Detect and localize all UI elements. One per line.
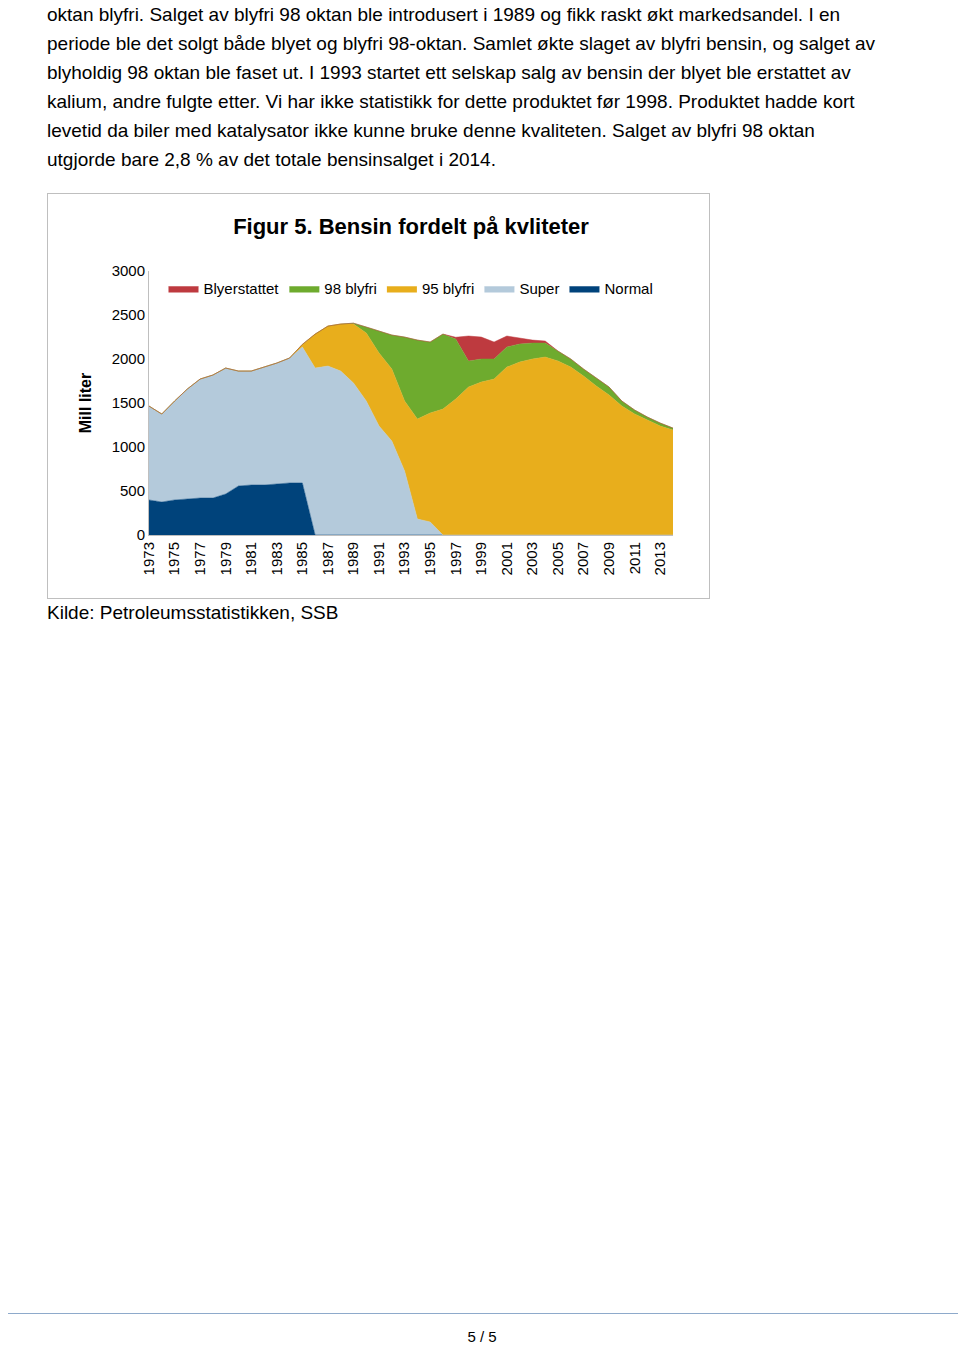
svg-text:1989: 1989 (344, 542, 361, 575)
svg-text:1995: 1995 (421, 542, 438, 575)
html-text:blyholdig 98 oktan ble faset u: blyholdig 98 oktan ble faset ut. I 1993 … (47, 62, 851, 83)
html-text:Kilde: Petroleumsstatistikken,: Kilde: Petroleumsstatistikken, SSB (47, 602, 339, 623)
svg-text:2003: 2003 (523, 542, 540, 575)
html-text:5 / 5: 5 / 5 (467, 1328, 497, 1345)
svg-text:2500: 2500 (112, 306, 145, 323)
svg-text:1981: 1981 (242, 542, 259, 575)
svg-text:2011: 2011 (626, 542, 643, 574)
html-text:oktan blyfri. Salget av blyfri: oktan blyfri. Salget av blyfri 98 oktan … (47, 4, 841, 25)
svg-text:Figur 5. Bensin fordelt på kvl: Figur 5. Bensin fordelt på kvliteter (233, 214, 589, 239)
svg-text:Blyerstattet: Blyerstattet (204, 280, 280, 297)
svg-text:Super: Super (519, 280, 559, 297)
svg-text:2000: 2000 (112, 350, 145, 367)
svg-text:2007: 2007 (574, 542, 591, 575)
html-text:periode ble det solgt både bly: periode ble det solgt både blyet og blyf… (47, 33, 875, 54)
svg-text:1993: 1993 (395, 542, 412, 575)
svg-text:1983: 1983 (268, 542, 285, 575)
html-text:levetid da biler med katalysat: levetid da biler med katalysator ikke ku… (47, 120, 815, 141)
svg-text:95 blyfri: 95 blyfri (422, 280, 475, 297)
svg-text:2013: 2013 (651, 542, 668, 575)
html-text:kalium, andre fulgte etter. Vi: kalium, andre fulgte etter. Vi har ikke … (47, 91, 855, 112)
svg-text:1991: 1991 (370, 542, 387, 575)
svg-text:1973: 1973 (140, 542, 157, 575)
svg-text:1000: 1000 (112, 438, 145, 455)
svg-text:1979: 1979 (217, 542, 234, 575)
svg-text:1997: 1997 (447, 542, 464, 575)
svg-text:2001: 2001 (498, 542, 515, 575)
svg-text:Normal: Normal (604, 280, 652, 297)
svg-text:2005: 2005 (549, 542, 566, 575)
svg-text:1500: 1500 (112, 394, 145, 411)
svg-text:3000: 3000 (112, 262, 145, 279)
svg-text:0: 0 (137, 526, 145, 543)
svg-text:Mill liter: Mill liter (77, 373, 94, 433)
svg-text:1985: 1985 (293, 542, 310, 575)
svg-text:1975: 1975 (165, 542, 182, 575)
svg-text:500: 500 (120, 482, 145, 499)
svg-text:1987: 1987 (319, 542, 336, 575)
svg-text:1977: 1977 (191, 542, 208, 575)
html-text:utgjorde bare 2,8 % av det tot: utgjorde bare 2,8 % av det totale bensin… (47, 149, 496, 170)
svg-text:2009: 2009 (600, 542, 617, 575)
svg-text:98 blyfri: 98 blyfri (324, 280, 377, 297)
svg-text:1999: 1999 (472, 542, 489, 575)
